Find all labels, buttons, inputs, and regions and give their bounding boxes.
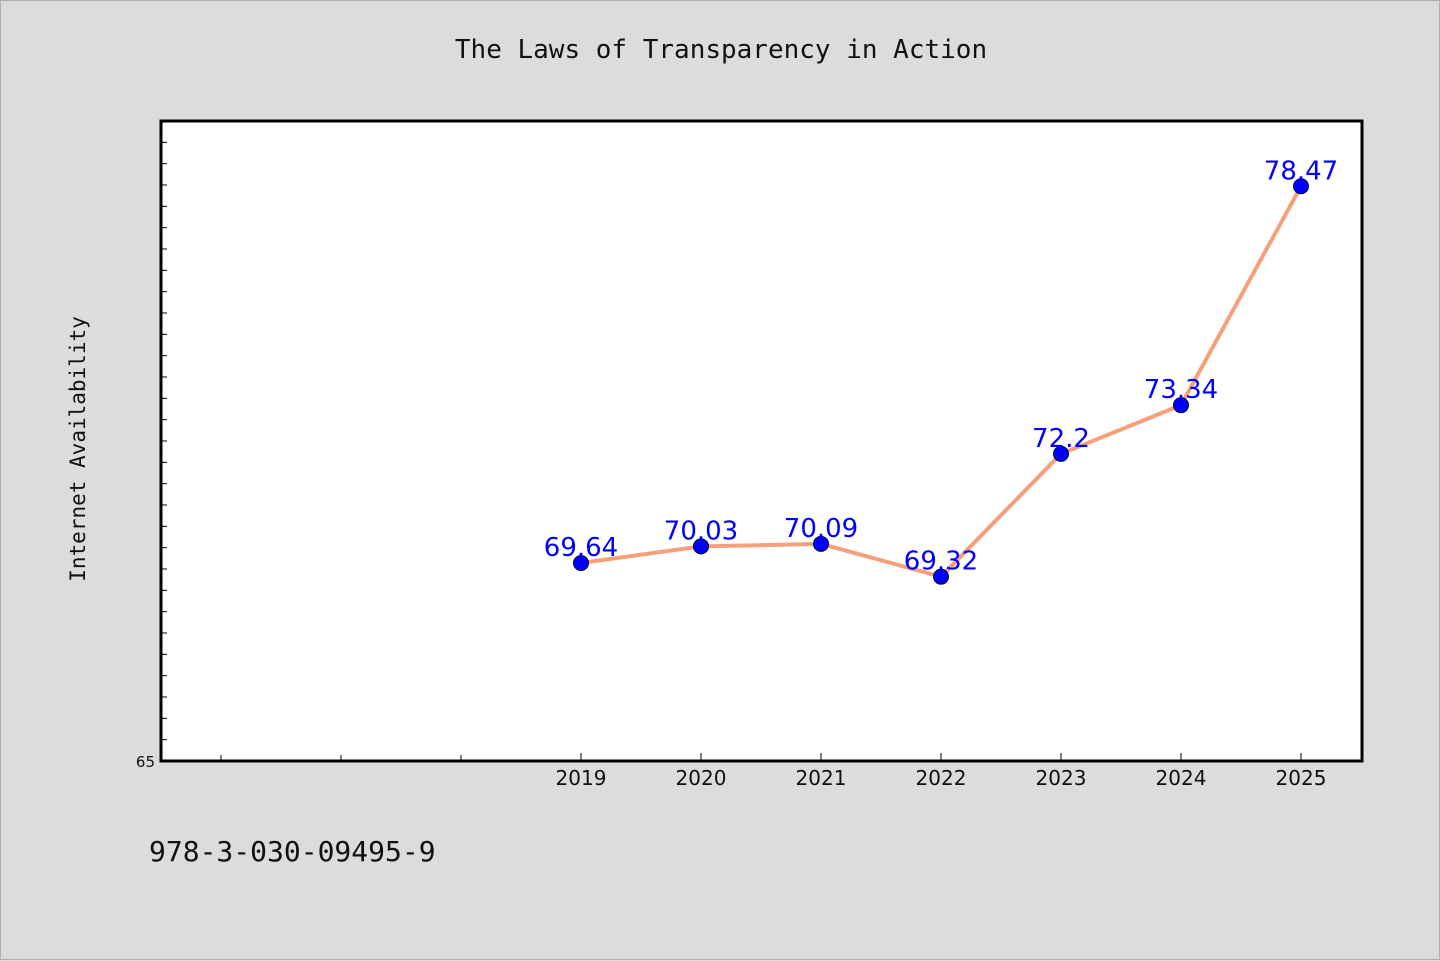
y-tick-label: 65 <box>136 753 155 771</box>
data-point <box>813 535 829 552</box>
data-label: 72.2 <box>1032 424 1090 454</box>
data-label: 70.03 <box>664 516 738 546</box>
x-tick-label: 2021 <box>796 766 847 790</box>
data-point <box>1053 445 1069 462</box>
x-tick-label: 2023 <box>1036 766 1087 790</box>
data-label: 69.32 <box>904 547 978 577</box>
x-tick-label: 2025 <box>1276 766 1327 790</box>
data-point <box>573 555 589 572</box>
footer-identifier: 978-3-030-09495-9 <box>149 835 436 868</box>
x-tick-label: 2024 <box>1156 766 1207 790</box>
data-point <box>693 538 709 555</box>
x-tick-label: 2020 <box>676 766 727 790</box>
x-tick-label: 2019 <box>556 766 607 790</box>
data-point <box>933 568 949 585</box>
data-point <box>1173 397 1189 414</box>
data-label: 78.47 <box>1264 156 1338 186</box>
x-tick-label: 2022 <box>916 766 967 790</box>
plot-area <box>159 119 1364 763</box>
data-label: 69.64 <box>544 533 618 563</box>
chart-title: The Laws of Transparency in Action <box>454 35 988 65</box>
data-label: 70.09 <box>784 514 858 544</box>
data-label: 73.34 <box>1144 375 1218 405</box>
data-point <box>1293 178 1309 195</box>
